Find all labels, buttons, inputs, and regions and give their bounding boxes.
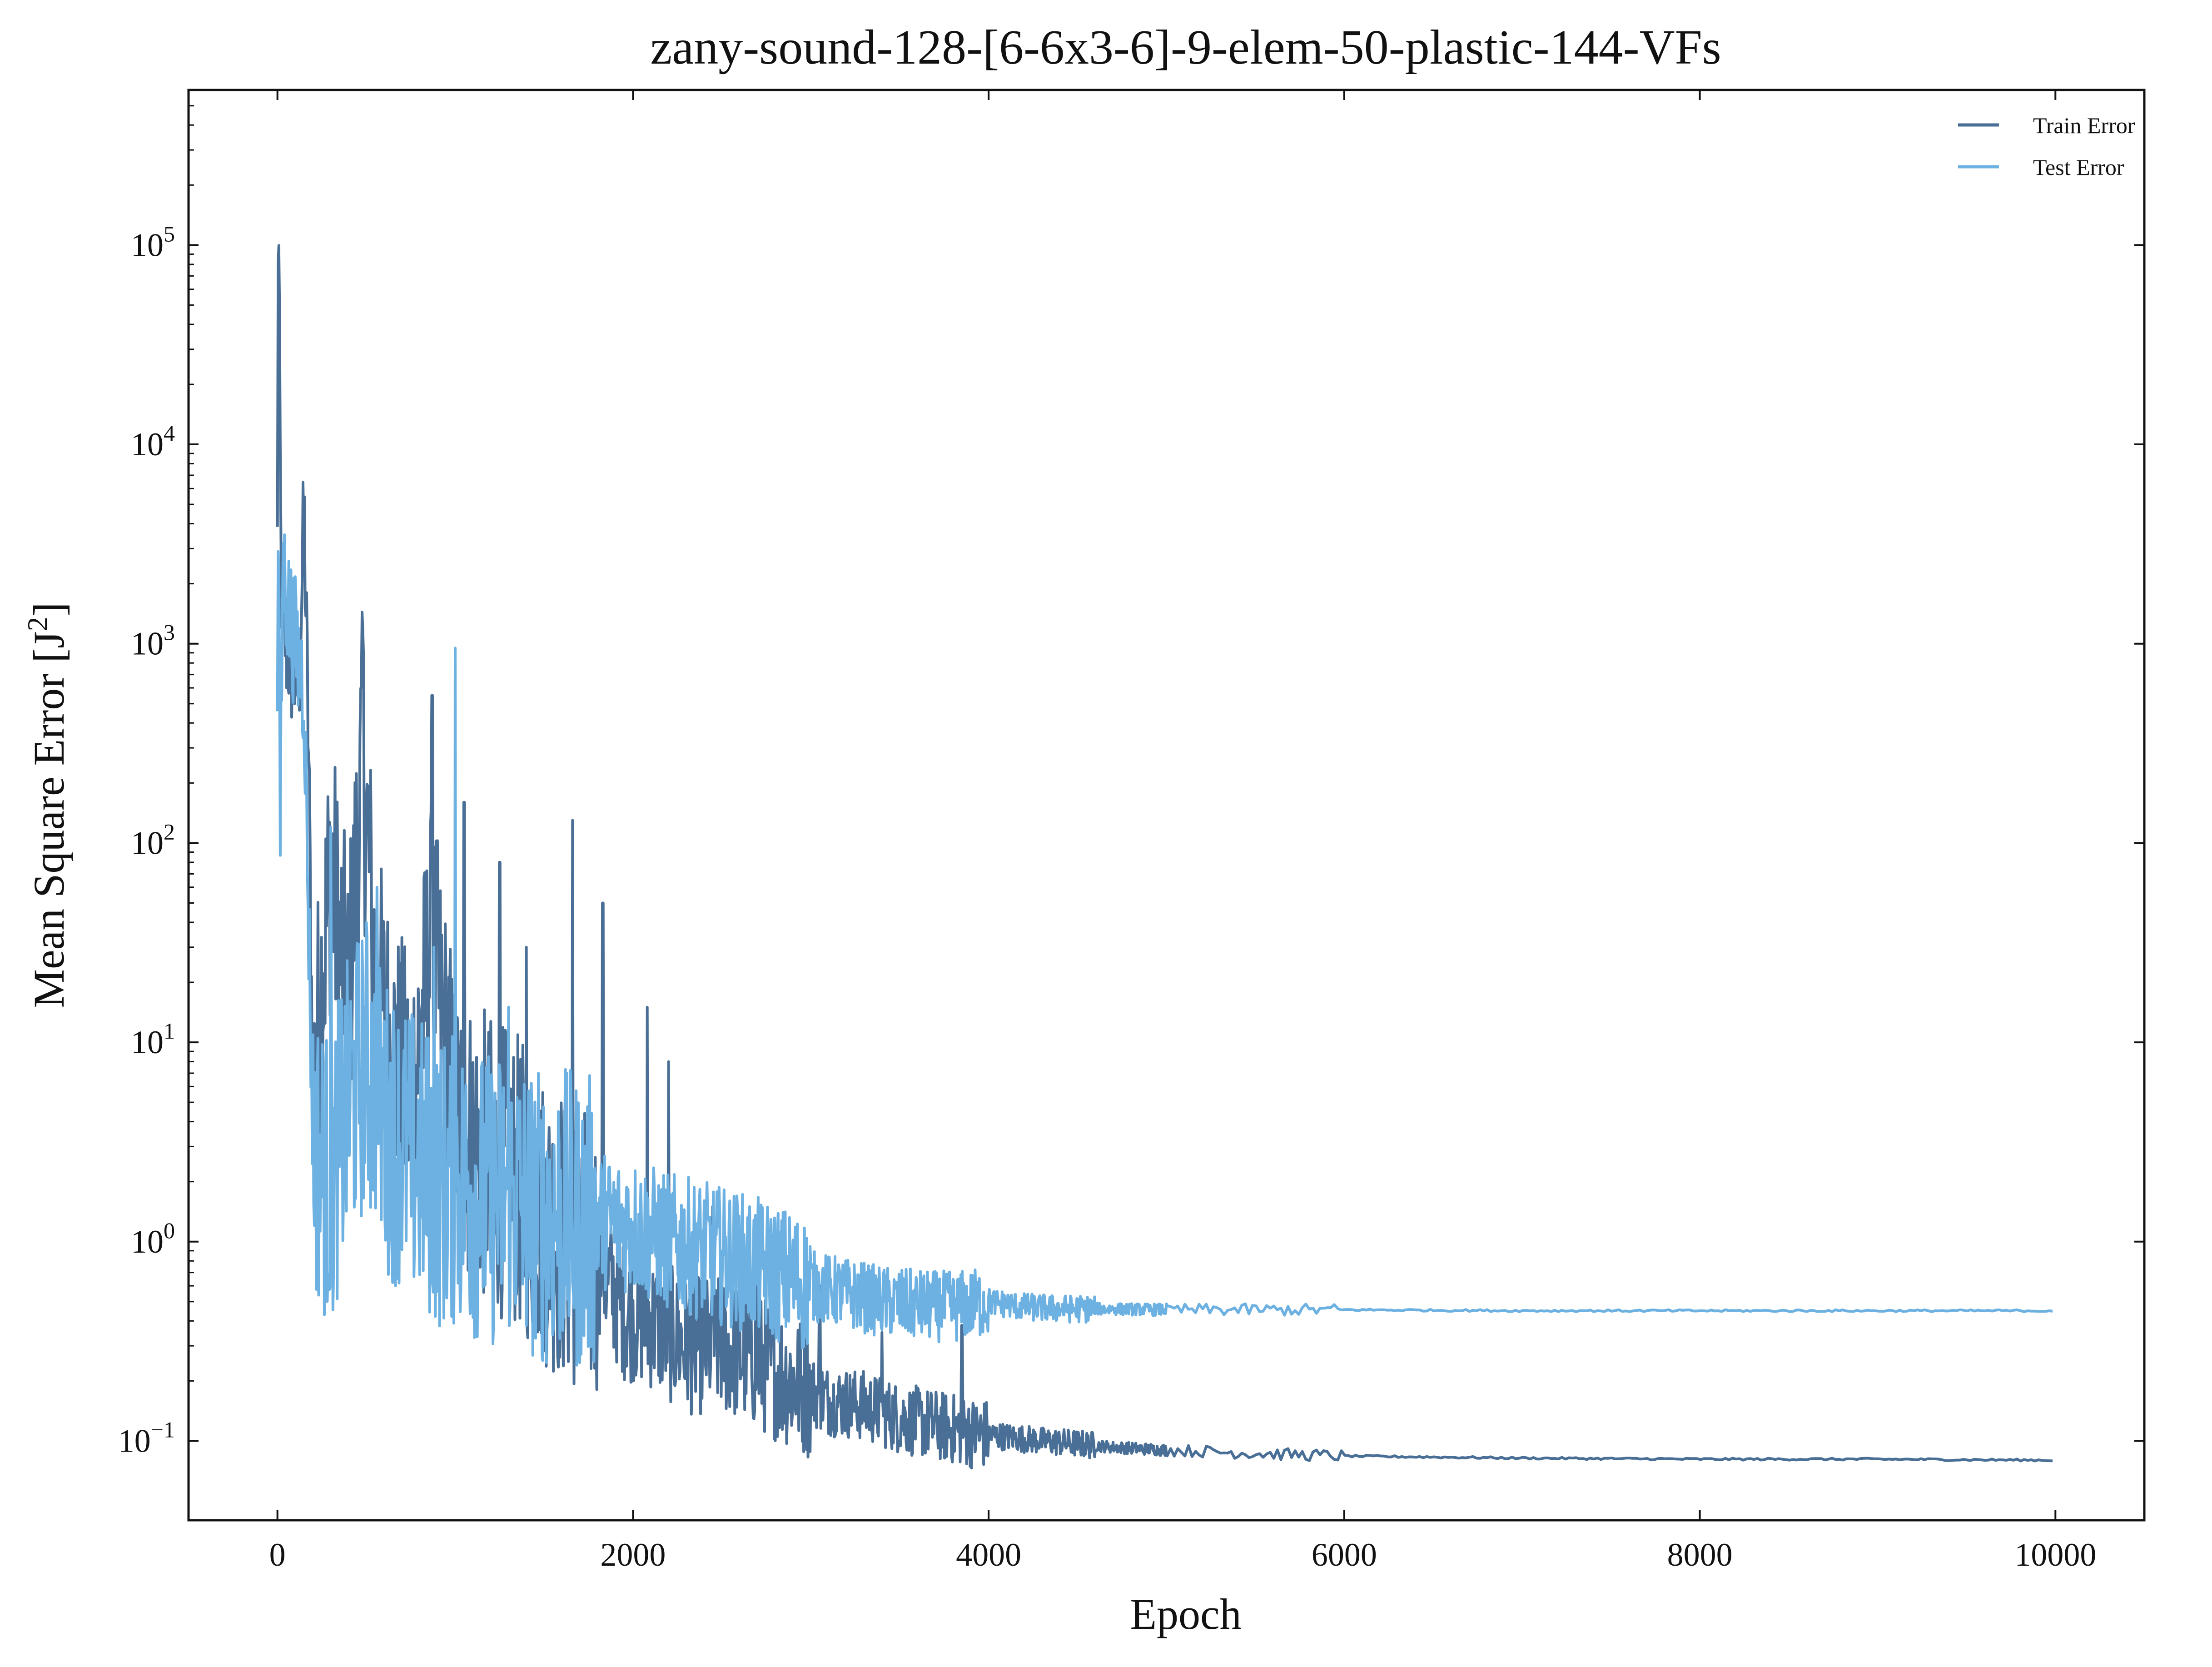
legend-label: Train Error (2033, 113, 2135, 138)
x-axis: 0 2000 4000 6000 8000 10000 (269, 90, 2096, 1573)
legend: Train Error Test Error (1958, 113, 2135, 180)
y-tick-label: 10−1 (118, 1417, 175, 1459)
x-tick-label: 6000 (1312, 1537, 1377, 1573)
y-tick-label: 104 (131, 420, 175, 463)
y-tick-label: 100 (131, 1218, 175, 1260)
y-tick-label: 103 (131, 620, 175, 662)
y-axis: 10−1 100 101 102 103 104 105 (118, 105, 2144, 1459)
y-axis-label-sup: 2 (21, 617, 54, 631)
y-tick-label: 105 (131, 221, 175, 263)
x-tick-label: 4000 (956, 1537, 1021, 1573)
y-axis-label: Mean Square Error [J2] (21, 602, 73, 1008)
plot-frame (187, 89, 2146, 1522)
x-tick-label: 2000 (600, 1537, 666, 1573)
y-axis-label-main: Mean Square Error [J (25, 631, 73, 1008)
x-tick-label: 8000 (1667, 1537, 1733, 1573)
chart-title: zany-sound-128-[6-6x3-6]-9-elem-50-plast… (650, 20, 1721, 75)
x-tick-label: 10000 (2014, 1537, 2096, 1573)
y-tick-label: 101 (131, 1018, 175, 1060)
legend-label: Test Error (2033, 154, 2124, 180)
x-axis-label: Epoch (1130, 1590, 1241, 1638)
x-tick-label: 0 (269, 1537, 286, 1573)
y-axis-label-close: ] (25, 602, 73, 617)
series-layer (276, 244, 2053, 1470)
y-tick-label: 102 (131, 819, 175, 861)
series-line-test (276, 533, 2053, 1367)
